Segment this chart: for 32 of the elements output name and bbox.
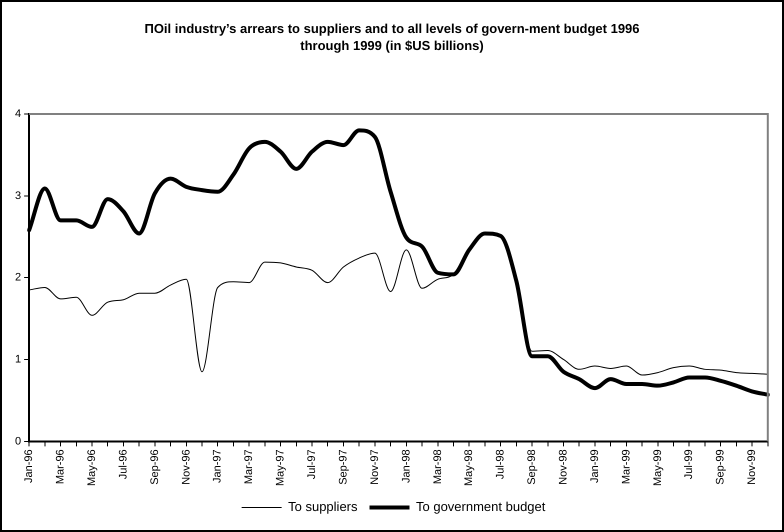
x-tick-label: Jan-99 — [588, 449, 601, 483]
x-tick-label: Sep-99 — [714, 449, 727, 485]
x-tick-label: Jul-97 — [306, 449, 318, 480]
x-tick-label: Nov-99 — [746, 449, 758, 485]
x-tick-label: Sep-98 — [526, 449, 538, 485]
x-tick-label: May-97 — [274, 449, 287, 486]
x-tick-label: Nov-97 — [368, 449, 381, 485]
x-tick-label: Jul-96 — [117, 449, 130, 480]
x-tick-label: Mar-97 — [243, 449, 256, 484]
legend-label: To suppliers — [288, 499, 358, 514]
chart-title: ПOil industry’s arrears to suppliers and to all levels of govern-ment budget 1996 through 1999 (in $US billions) — [143, 20, 641, 54]
x-tick-label: May-99 — [652, 449, 664, 486]
y-tick-label: 2 — [14, 272, 22, 284]
x-tick-label: Jan-97 — [212, 449, 224, 483]
x-tick-label: May-96 — [86, 449, 98, 486]
x-tick-label: Jul-99 — [683, 449, 696, 480]
x-tick-label: May-98 — [463, 449, 476, 486]
x-tick-label: Mar-96 — [54, 449, 67, 484]
x-tick-label: Jul-98 — [494, 449, 507, 480]
x-tick-label: Jan-96 — [23, 449, 36, 483]
x-tick-label: Nov-98 — [558, 449, 570, 485]
x-tick-label: Mar-98 — [432, 449, 444, 484]
x-tick-label: Sep-97 — [337, 449, 350, 485]
y-tick-label: 3 — [14, 190, 22, 202]
x-tick-label: Mar-99 — [620, 449, 632, 484]
legend-label: To government budget — [416, 499, 546, 514]
y-tick-label: 0 — [14, 435, 22, 448]
y-tick-label: 4 — [14, 108, 22, 120]
x-tick-label: Jan-98 — [400, 449, 412, 483]
y-tick-label: 1 — [14, 354, 22, 366]
x-tick-label: Nov-96 — [180, 449, 192, 485]
x-tick-label: Sep-96 — [148, 449, 161, 485]
